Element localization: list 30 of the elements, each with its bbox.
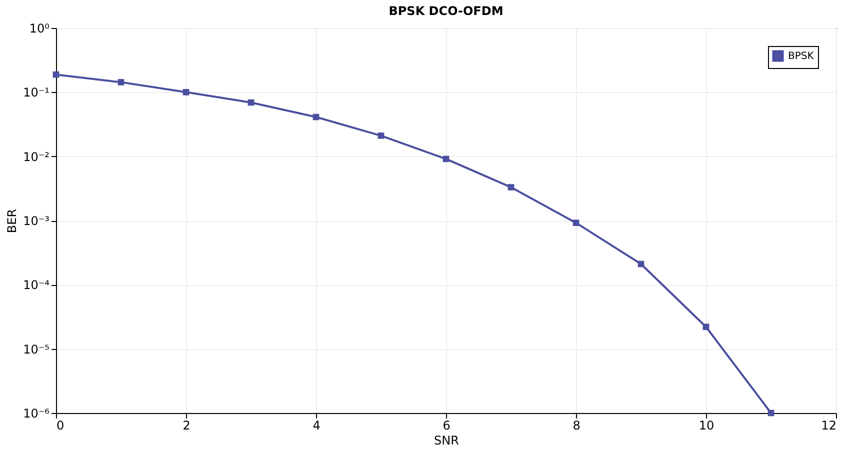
x-tick-label: 12: [821, 418, 836, 432]
x-tick-label: 4: [312, 418, 320, 432]
point: [442, 156, 450, 162]
y-tick-label: 10⁻²: [23, 150, 50, 164]
y-axis-title: BER: [5, 208, 20, 234]
x-tick-label: 10: [698, 418, 714, 432]
y-tick-label: 10⁻⁵: [23, 342, 50, 356]
point: [508, 184, 514, 190]
chart-title: BPSK DCO-OFDM: [388, 4, 504, 18]
y-tick-label: 10⁻⁶: [23, 406, 50, 420]
x-tick-label: 8: [572, 418, 580, 432]
y-tick-label: 10⁻³: [23, 214, 50, 228]
point: [182, 89, 190, 96]
legend-label: BPSK: [788, 51, 814, 62]
point: [638, 260, 644, 268]
x-tick-label: 2: [182, 418, 190, 432]
point: [52, 71, 60, 78]
point: [378, 132, 384, 139]
point: [768, 410, 774, 416]
point: [248, 99, 254, 106]
y-tick-label: 10⁻⁴: [23, 278, 50, 292]
point: [572, 220, 580, 226]
x-tick-label: 0: [56, 418, 64, 432]
point: [118, 79, 124, 86]
point: [312, 114, 320, 120]
x-axis-title: SNR: [434, 434, 459, 448]
y-tick-label: 10⁰: [29, 22, 50, 36]
x-tick-label: 6: [442, 418, 450, 432]
point: [702, 324, 710, 330]
y-tick-label: 10⁻¹: [23, 86, 50, 100]
